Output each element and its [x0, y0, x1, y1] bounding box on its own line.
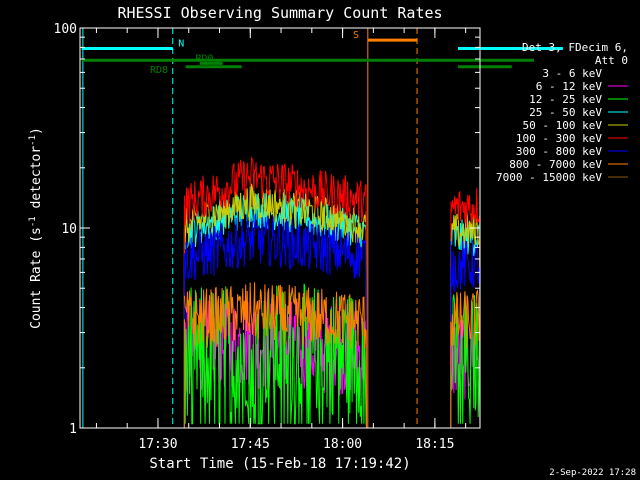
legend-label: 300 - 800 keV: [516, 145, 602, 158]
series-line: [183, 282, 368, 429]
observing-flags: N S RD0 RD8: [81, 28, 563, 428]
flag-label: RD0: [196, 53, 214, 64]
legend-label: 3 - 6 keV: [542, 67, 602, 80]
flag-label: RD8: [150, 65, 168, 76]
x-tick-label: 17:45: [231, 437, 270, 452]
legend-label: 800 - 7000 keV: [509, 158, 602, 171]
svg-text:Count Rate (s-1 detector-1): Count Rate (s-1 detector-1): [28, 127, 44, 329]
x-tick-label: 18:00: [323, 437, 362, 452]
legend-header: Det 3, FDecim 6,: [522, 41, 628, 54]
series-group: [183, 156, 481, 429]
chart-title: RHESSI Observing Summary Count Rates: [117, 4, 442, 22]
legend-label: 12 - 25 keV: [529, 93, 602, 106]
x-tick-label: 18:15: [415, 437, 454, 452]
y-axis-label: Count Rate (s-1 detector-1): [28, 127, 44, 329]
axes: 1 10 100 17:30 17:45 18:00 18:15: [54, 22, 481, 452]
legend-label: 100 - 300 keV: [516, 132, 602, 145]
y-tick-label: 1: [69, 422, 77, 437]
flag-label: S: [353, 30, 359, 41]
flag-label: N: [178, 38, 184, 49]
y-tick-label: 10: [61, 222, 77, 237]
legend-label: 25 - 50 keV: [529, 106, 602, 119]
legend-label: 7000 - 15000 keV: [496, 171, 602, 184]
footer-date: 2-Sep-2022 17:28: [549, 468, 636, 478]
legend-label: 6 - 12 keV: [536, 80, 603, 93]
y-tick-label: 100: [54, 22, 77, 37]
legend-label: 50 - 100 keV: [523, 119, 603, 132]
legend-header: Att 0: [595, 54, 628, 67]
x-axis-label: Start Time (15-Feb-18 17:19:42): [149, 456, 410, 472]
x-tick-label: 17:30: [138, 437, 177, 452]
